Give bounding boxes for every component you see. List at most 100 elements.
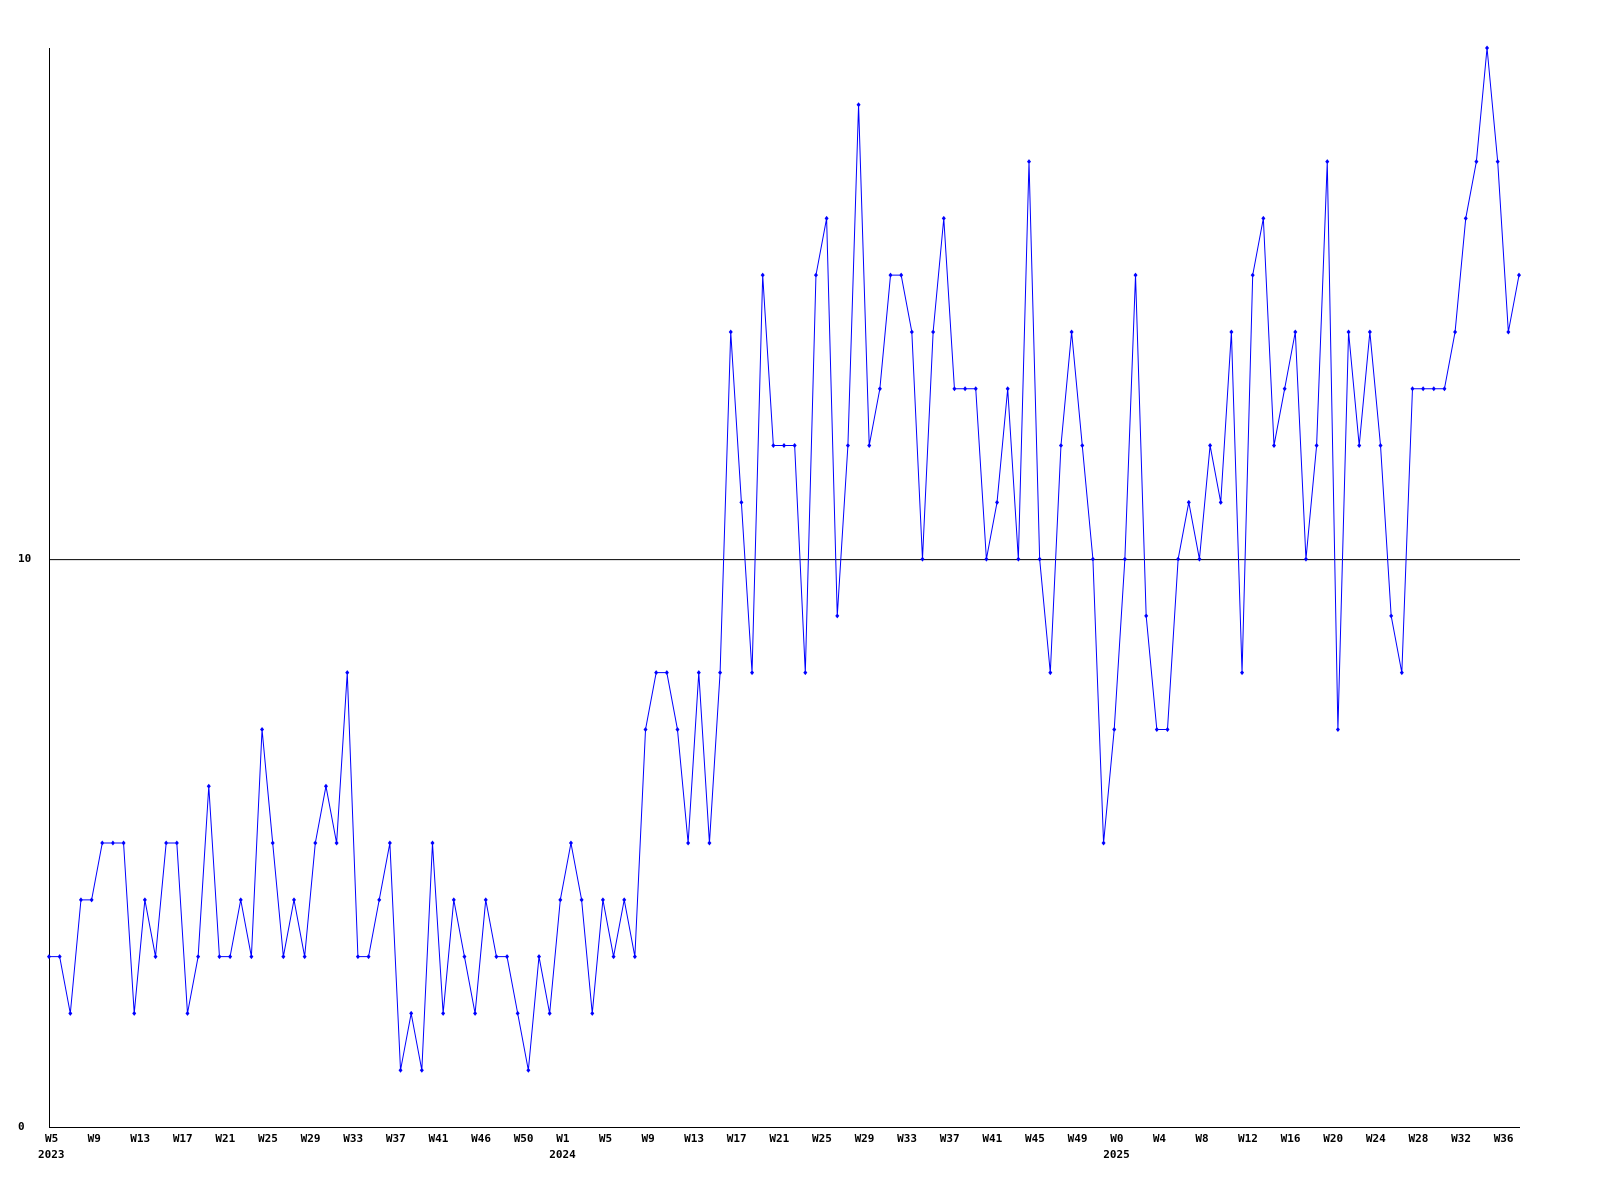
point-marker [547, 1010, 552, 1016]
point-marker [1154, 726, 1159, 732]
y-tick-label: 0 [18, 1120, 25, 1133]
x-tick-label: W33 [897, 1132, 917, 1145]
point-marker [473, 1010, 478, 1016]
point-marker [228, 954, 233, 960]
point-marker [110, 840, 115, 846]
point-marker [1144, 613, 1149, 619]
point-marker [1229, 329, 1234, 335]
point-marker [750, 670, 755, 676]
point-marker [941, 215, 946, 221]
point-marker [249, 954, 254, 960]
point-marker [260, 726, 265, 732]
x-tick-label: W20 [1323, 1132, 1343, 1145]
point-marker [1208, 443, 1213, 449]
point-marker [899, 272, 904, 278]
point-marker [579, 897, 584, 903]
point-marker [643, 726, 648, 732]
point-marker [526, 1067, 531, 1073]
x-tick-label: W1 [556, 1132, 570, 1145]
point-marker [537, 954, 541, 960]
point-marker [206, 783, 211, 789]
point-marker [963, 386, 968, 392]
point-marker [696, 670, 701, 676]
x-tick-label: W17 [173, 1132, 193, 1145]
x-tick-label: W29 [855, 1132, 875, 1145]
point-marker [1485, 45, 1490, 51]
point-marker [973, 386, 978, 392]
point-marker [1421, 386, 1426, 392]
point-marker [654, 670, 659, 676]
x-tick-label: W46 [471, 1132, 491, 1145]
point-marker [334, 840, 339, 846]
point-marker [600, 897, 605, 903]
point-marker [1282, 386, 1287, 392]
point-marker [1474, 159, 1479, 165]
x-tick-label: W28 [1408, 1132, 1428, 1145]
point-marker [909, 329, 914, 335]
x-tick-label: W17 [727, 1132, 747, 1145]
point-marker [1453, 329, 1458, 335]
x-tick-label: W21 [769, 1132, 789, 1145]
point-marker [1058, 443, 1063, 449]
point-marker [238, 897, 243, 903]
point-marker [1122, 556, 1127, 562]
point-marker [419, 1067, 424, 1073]
point-marker [1069, 329, 1074, 335]
point-marker [1027, 159, 1031, 165]
point-marker [1346, 329, 1351, 335]
x-tick-label: W36 [1494, 1132, 1514, 1145]
x-year-label: 2023 [38, 1148, 65, 1161]
point-marker [1303, 556, 1308, 562]
point-marker [164, 840, 169, 846]
point-marker [281, 954, 286, 960]
point-marker [1399, 670, 1404, 676]
point-marker [302, 954, 307, 960]
point-marker [1272, 443, 1276, 449]
point-marker [558, 897, 563, 903]
x-tick-label: W25 [812, 1132, 832, 1145]
x-tick-label: W16 [1281, 1132, 1301, 1145]
point-marker [675, 726, 680, 732]
point-marker [1261, 215, 1266, 221]
point-marker [57, 954, 62, 960]
point-marker [1506, 329, 1511, 335]
point-marker [270, 840, 275, 846]
point-marker [121, 840, 126, 846]
point-marker [494, 954, 499, 960]
point-marker [856, 102, 861, 108]
point-marker [47, 954, 51, 960]
point-marker [718, 670, 723, 676]
point-marker [995, 499, 1000, 505]
point-marker [920, 556, 925, 562]
point-marker [1016, 556, 1021, 562]
point-marker [1410, 386, 1415, 392]
x-tick-label: W4 [1153, 1132, 1167, 1145]
x-tick-label: W45 [1025, 1132, 1045, 1145]
x-tick-label: W37 [386, 1132, 406, 1145]
point-marker [78, 897, 83, 903]
point-marker [707, 840, 712, 846]
point-marker [1293, 329, 1298, 335]
point-marker [664, 670, 669, 676]
point-marker [185, 1010, 190, 1016]
point-marker [568, 840, 573, 846]
point-marker [430, 840, 435, 846]
point-marker [1378, 443, 1383, 449]
point-marker [451, 897, 456, 903]
point-marker [867, 443, 872, 449]
point-marker [100, 840, 105, 846]
x-tick-label: W8 [1195, 1132, 1208, 1145]
point-marker [590, 1010, 595, 1016]
point-marker [174, 840, 179, 846]
point-marker [1442, 386, 1447, 392]
point-marker [952, 386, 957, 392]
point-marker [292, 897, 296, 903]
point-marker [387, 840, 392, 846]
point-marker [313, 840, 318, 846]
point-marker [1218, 499, 1223, 505]
x-tick-label: W12 [1238, 1132, 1258, 1145]
point-marker [1367, 329, 1372, 335]
point-marker [217, 954, 222, 960]
x-tick-label: W29 [301, 1132, 321, 1145]
point-marker [1080, 443, 1085, 449]
